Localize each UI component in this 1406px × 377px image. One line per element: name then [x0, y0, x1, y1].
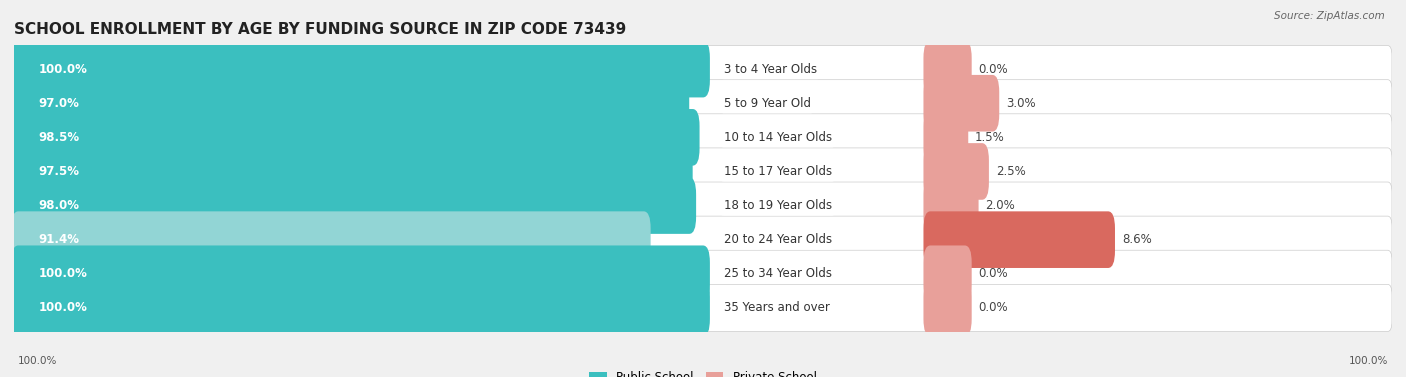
FancyBboxPatch shape	[14, 216, 1392, 263]
Text: 97.0%: 97.0%	[39, 97, 80, 110]
Text: 5 to 9 Year Old: 5 to 9 Year Old	[724, 97, 811, 110]
FancyBboxPatch shape	[11, 280, 710, 336]
FancyBboxPatch shape	[924, 109, 969, 166]
Text: 97.5%: 97.5%	[39, 165, 80, 178]
FancyBboxPatch shape	[14, 148, 1392, 195]
FancyBboxPatch shape	[14, 80, 1392, 127]
Text: 91.4%: 91.4%	[39, 233, 80, 246]
Text: 100.0%: 100.0%	[39, 63, 87, 76]
Text: 3.0%: 3.0%	[1007, 97, 1036, 110]
FancyBboxPatch shape	[11, 143, 693, 200]
Text: Source: ZipAtlas.com: Source: ZipAtlas.com	[1274, 11, 1385, 21]
FancyBboxPatch shape	[14, 46, 1392, 93]
FancyBboxPatch shape	[924, 211, 1115, 268]
FancyBboxPatch shape	[924, 177, 979, 234]
FancyBboxPatch shape	[11, 211, 651, 268]
Text: 100.0%: 100.0%	[39, 301, 87, 314]
FancyBboxPatch shape	[11, 75, 689, 132]
Text: 10 to 14 Year Olds: 10 to 14 Year Olds	[724, 131, 832, 144]
FancyBboxPatch shape	[11, 41, 710, 97]
Text: 100.0%: 100.0%	[18, 356, 58, 366]
FancyBboxPatch shape	[14, 114, 1392, 161]
Text: 2.0%: 2.0%	[986, 199, 1015, 212]
Text: 98.5%: 98.5%	[39, 131, 80, 144]
FancyBboxPatch shape	[14, 182, 1392, 229]
Text: 20 to 24 Year Olds: 20 to 24 Year Olds	[724, 233, 832, 246]
FancyBboxPatch shape	[924, 143, 988, 200]
Text: 8.6%: 8.6%	[1122, 233, 1152, 246]
Text: 1.5%: 1.5%	[976, 131, 1005, 144]
Text: 15 to 17 Year Olds: 15 to 17 Year Olds	[724, 165, 832, 178]
Text: 100.0%: 100.0%	[1348, 356, 1388, 366]
FancyBboxPatch shape	[924, 75, 1000, 132]
Text: 98.0%: 98.0%	[39, 199, 80, 212]
Legend: Public School, Private School: Public School, Private School	[585, 366, 821, 377]
Text: 3 to 4 Year Olds: 3 to 4 Year Olds	[724, 63, 817, 76]
FancyBboxPatch shape	[924, 41, 972, 97]
Text: SCHOOL ENROLLMENT BY AGE BY FUNDING SOURCE IN ZIP CODE 73439: SCHOOL ENROLLMENT BY AGE BY FUNDING SOUR…	[14, 22, 626, 37]
Text: 0.0%: 0.0%	[979, 301, 1008, 314]
Text: 0.0%: 0.0%	[979, 63, 1008, 76]
Text: 2.5%: 2.5%	[995, 165, 1025, 178]
FancyBboxPatch shape	[14, 284, 1392, 331]
Text: 35 Years and over: 35 Years and over	[724, 301, 830, 314]
Text: 0.0%: 0.0%	[979, 267, 1008, 280]
FancyBboxPatch shape	[11, 109, 700, 166]
FancyBboxPatch shape	[14, 250, 1392, 297]
Text: 18 to 19 Year Olds: 18 to 19 Year Olds	[724, 199, 832, 212]
FancyBboxPatch shape	[924, 245, 972, 302]
FancyBboxPatch shape	[11, 177, 696, 234]
Text: 100.0%: 100.0%	[39, 267, 87, 280]
FancyBboxPatch shape	[924, 280, 972, 336]
FancyBboxPatch shape	[11, 245, 710, 302]
Text: 25 to 34 Year Olds: 25 to 34 Year Olds	[724, 267, 832, 280]
